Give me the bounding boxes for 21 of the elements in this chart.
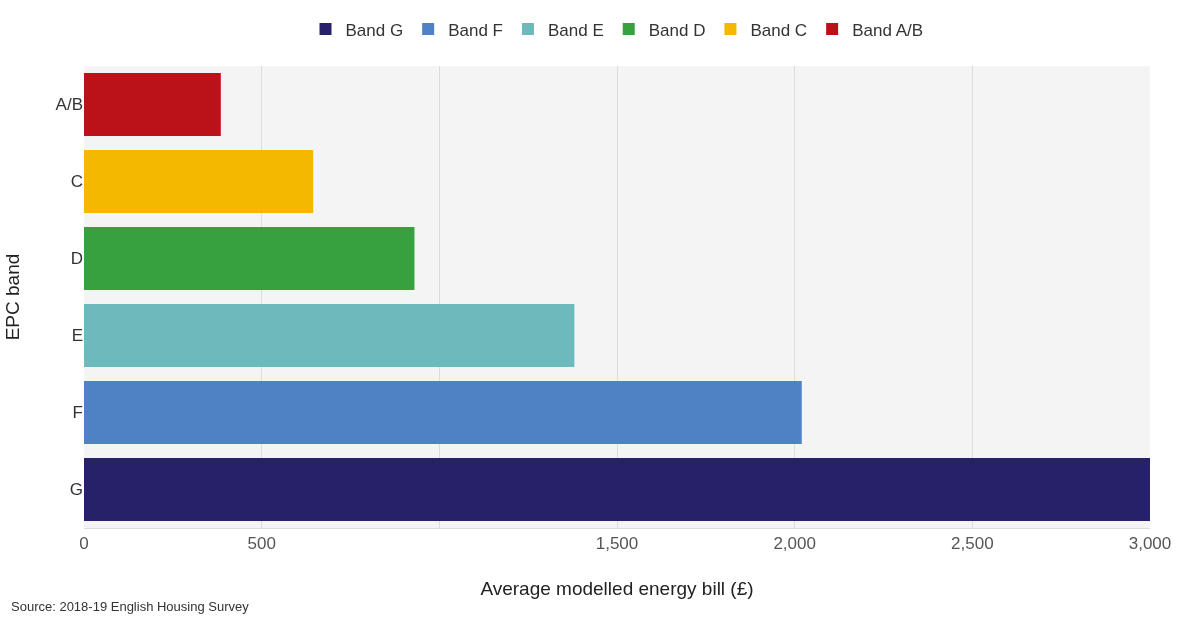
y-tick-label: A/B xyxy=(55,95,83,115)
legend-label: Band F xyxy=(448,20,503,40)
y-tick-label: F xyxy=(72,403,83,423)
legend-label: Band D xyxy=(648,20,706,40)
source-note: Source: 2018-19 English Housing Survey xyxy=(11,599,250,614)
x-tick-label: 2,000 xyxy=(773,534,816,554)
legend-label: Band A/B xyxy=(852,20,924,40)
y-tick-label: E xyxy=(71,326,83,346)
y-tick-label: G xyxy=(69,480,83,500)
x-tick-label: 3,000 xyxy=(1128,534,1172,554)
legend-label: Band E xyxy=(547,20,604,40)
y-axis-title: EPC band xyxy=(2,253,24,341)
x-tick-label: 1,500 xyxy=(595,534,639,554)
x-tick-label: 2,500 xyxy=(951,534,994,554)
legend-label: Band G xyxy=(345,20,404,40)
x-tick-label: 0 xyxy=(79,534,89,554)
legend-label: Band C xyxy=(750,20,808,40)
x-axis-title: Average modelled energy bill (£) xyxy=(480,578,754,599)
y-tick-label: C xyxy=(70,172,83,192)
y-tick-label: D xyxy=(70,249,83,269)
x-tick-label: 500 xyxy=(247,534,276,554)
